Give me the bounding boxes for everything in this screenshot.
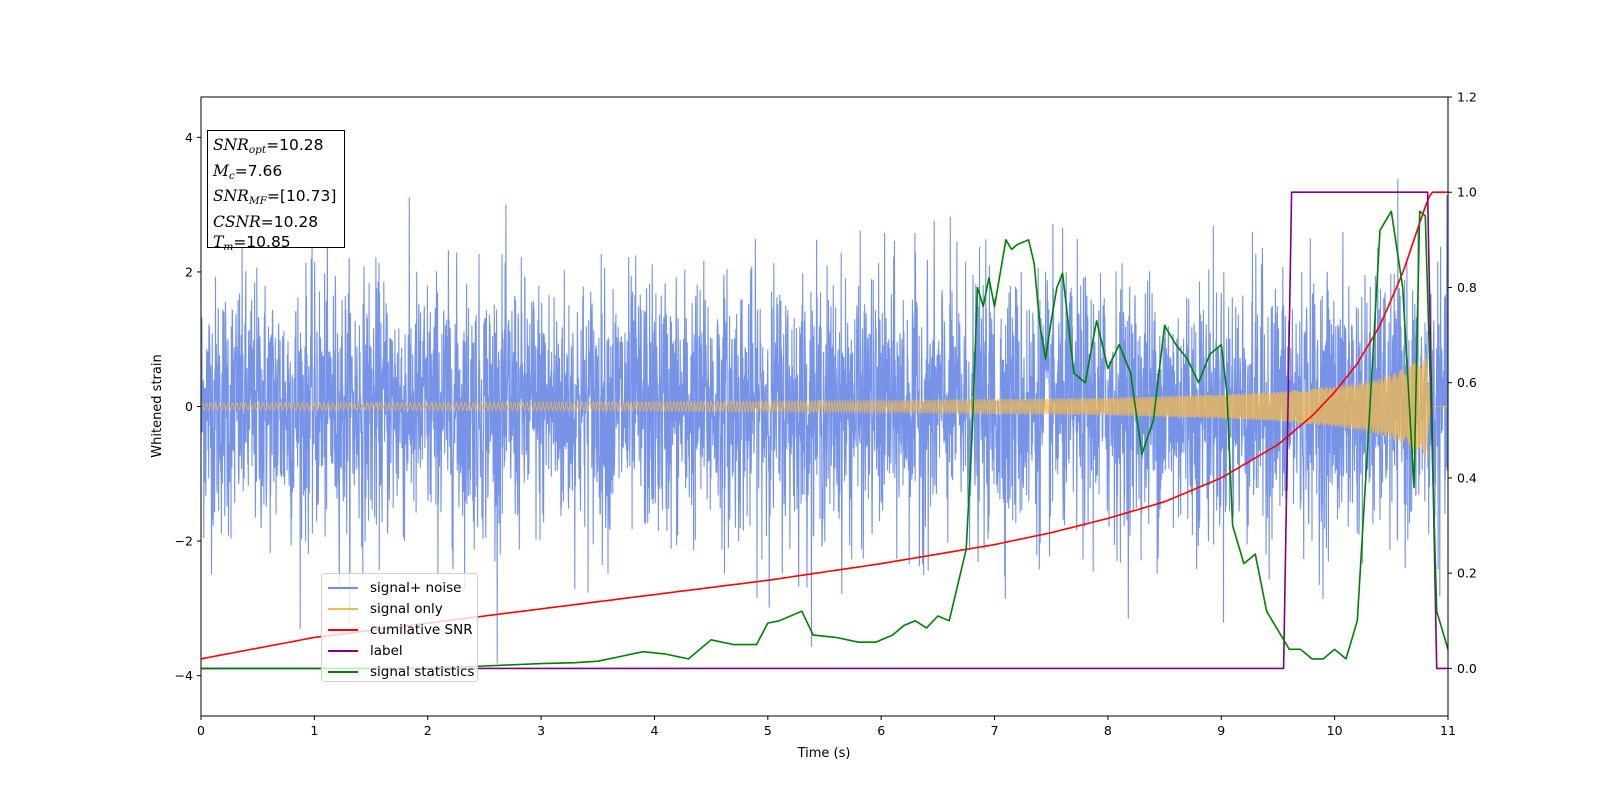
- signal-statistics-line: [201, 210, 1449, 670]
- y-left-tick-label: −4: [175, 668, 193, 683]
- legend-item: signal statistics: [328, 661, 477, 682]
- legend-item: signal only: [328, 598, 477, 619]
- y-left-tick-label: 0: [185, 399, 193, 414]
- x-tick-label: 0: [197, 723, 205, 738]
- parameter-info-box: SNRopt=10.28 Mc=7.66 SNRMF=[10.73] CSNR=…: [207, 130, 345, 253]
- mc-symbol: M: [213, 161, 229, 180]
- snr-opt-subscript: opt: [248, 144, 267, 156]
- legend-label: label: [370, 642, 403, 659]
- snr-mf-subscript: MF: [248, 195, 267, 207]
- x-tick-label: 10: [1327, 723, 1343, 738]
- mc-subscript: c: [228, 169, 235, 182]
- legend-item: label: [328, 640, 477, 661]
- mc-value: =7.66: [234, 161, 283, 180]
- y-right-tick-label: 0.0: [1457, 661, 1477, 676]
- legend-label: cumilative SNR: [370, 621, 473, 638]
- mc-row: Mc=7.66: [213, 161, 344, 187]
- snr-opt-row: SNRopt=10.28: [213, 135, 344, 161]
- y-right-tick-label: 0.6: [1457, 375, 1477, 390]
- y-right-tick-label: 0.2: [1457, 566, 1477, 581]
- legend-label: signal statistics: [370, 663, 475, 680]
- y-right-tick-label: 1.2: [1457, 90, 1477, 105]
- tm-symbol: T: [213, 233, 224, 251]
- legend-item: cumilative SNR: [328, 619, 477, 640]
- x-tick-label: 9: [1217, 723, 1225, 738]
- axes: 0 1 2 3 4 5 6 7 8 9 10 11 −4 −2 0 2 4 0.0 0.2 0.4 0.6 0.8 1.0 1…: [175, 90, 1477, 739]
- legend-item: signal+ noise: [328, 577, 477, 598]
- y-left-tick-label: 4: [185, 130, 193, 145]
- snr-mf-value: =[10.73]: [266, 187, 337, 205]
- legend-swatch-label: [328, 649, 358, 652]
- tm-subscript: m: [223, 241, 234, 253]
- snr-opt-symbol: SNR: [213, 136, 249, 154]
- legend: signal+ noise signal only cumilative SNR…: [321, 573, 478, 682]
- x-axis-label: Time (s): [797, 746, 851, 761]
- legend-label: signal+ noise: [370, 579, 462, 596]
- legend-label: signal only: [370, 600, 443, 617]
- y-left-tick-label: 2: [185, 264, 193, 279]
- signal-only-series: [200, 354, 1448, 458]
- y-right-tick-label: 0.8: [1457, 280, 1477, 295]
- snr-mf-symbol: SNR: [213, 187, 249, 205]
- legend-swatch-cumulative-snr: [328, 628, 358, 631]
- y-right-tick-label: 1.0: [1457, 185, 1477, 200]
- tm-value: =10.85: [233, 233, 291, 251]
- signal-only-line: [200, 354, 1448, 458]
- csnr-symbol: CSNR: [213, 212, 261, 231]
- x-tick-label: 5: [764, 723, 772, 738]
- x-tick-label: 3: [537, 723, 545, 738]
- x-tick-label: 11: [1440, 723, 1456, 738]
- tm-row: Tm=10.85: [213, 232, 344, 258]
- csnr-value: =10.28: [260, 212, 319, 231]
- x-tick-label: 8: [1104, 723, 1112, 738]
- legend-swatch-signal-noise: [328, 586, 358, 589]
- y-left-tick-label: −2: [175, 534, 193, 549]
- legend-swatch-signal-statistics: [328, 670, 358, 673]
- x-tick-label: 4: [650, 723, 658, 738]
- label-line: [201, 191, 1448, 670]
- y-right-tick-label: 0.4: [1457, 470, 1477, 485]
- y-axis-label: Whitened strain: [150, 354, 165, 457]
- x-tick-label: 6: [877, 723, 885, 738]
- snr-mf-row: SNRMF=[10.73]: [213, 186, 344, 212]
- x-tick-label: 1: [310, 723, 318, 738]
- legend-swatch-signal-only: [328, 607, 358, 610]
- csnr-row: CSNR=10.28: [213, 212, 344, 233]
- snr-opt-value: =10.28: [266, 136, 324, 154]
- x-tick-label: 2: [424, 723, 432, 738]
- x-tick-label: 7: [991, 723, 999, 738]
